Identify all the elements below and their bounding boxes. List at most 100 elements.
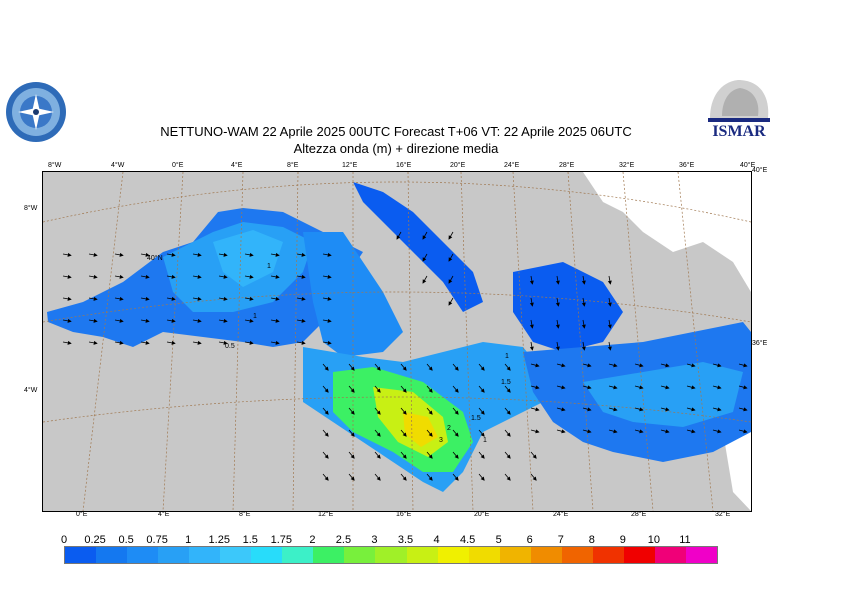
direction-arrowhead	[145, 252, 150, 257]
direction-arrowhead	[145, 274, 150, 279]
bottom-axis-label: 4°E	[158, 511, 170, 518]
direction-arrowhead	[428, 366, 433, 371]
colorbar-label: 6	[526, 534, 533, 546]
direction-arrowhead	[561, 407, 566, 412]
colorbar-swatch	[592, 547, 624, 563]
direction-arrowhead	[454, 366, 459, 371]
direction-arrowhead	[350, 476, 355, 481]
direction-arrowhead	[639, 363, 644, 368]
direction-arrowhead	[350, 432, 355, 437]
direction-arrowhead	[171, 296, 176, 301]
colorbar-label: 10	[647, 534, 661, 546]
colorbar-label: 2.5	[335, 534, 352, 546]
direction-arrowhead	[376, 432, 381, 437]
direction-arrowhead	[639, 407, 644, 412]
direction-arrowhead	[613, 429, 618, 434]
land-highlight	[583, 172, 751, 292]
direction-arrowhead	[529, 346, 534, 351]
top-axis-label: 40°E	[740, 162, 756, 169]
direction-arrowhead	[119, 252, 124, 257]
top-axis-label: 16°E	[396, 162, 412, 169]
colorbar-swatch	[251, 547, 283, 563]
colorbar-label: 0.75	[146, 534, 168, 546]
direction-arrowhead	[717, 429, 722, 434]
direction-arrowhead	[535, 407, 540, 412]
direction-arrowhead	[613, 385, 618, 390]
direction-arrowhead	[454, 432, 459, 437]
graticule	[43, 172, 751, 511]
colorbar-label: 9	[619, 534, 626, 546]
bottom-axis-label: 24°E	[553, 511, 569, 518]
direction-arrowhead	[665, 363, 670, 368]
colorbar-swatch	[654, 547, 686, 563]
contour-label: 1	[483, 437, 487, 444]
top-axis-label: 4°W	[111, 162, 125, 169]
direction-arrowhead	[529, 280, 534, 285]
top-axis-label: 20°E	[450, 162, 466, 169]
direction-arrowhead	[93, 340, 98, 345]
direction-arrowhead	[428, 476, 433, 481]
direction-arrowhead	[607, 346, 612, 351]
direction-arrowhead	[376, 410, 381, 415]
direction-arrowhead	[275, 274, 280, 279]
direction-arrowhead	[171, 318, 176, 323]
direction-arrowhead	[743, 363, 748, 368]
direction-arrowhead	[555, 280, 560, 285]
latitude-label: 40°N	[147, 255, 163, 262]
colorbar-label: 5	[495, 534, 502, 546]
direction-arrowhead	[480, 454, 485, 459]
direction-arrowhead	[402, 366, 407, 371]
direction-arrowhead	[93, 274, 98, 279]
direction-arrowhead	[428, 388, 433, 393]
direction-arrowhead	[561, 363, 566, 368]
direction-arrowhead	[249, 252, 254, 257]
western-basin-high	[213, 230, 283, 287]
direction-arrowhead	[691, 363, 696, 368]
direction-arrowhead	[529, 324, 534, 329]
colorbar-swatch	[158, 547, 190, 563]
top-axis-label: 0°E	[172, 162, 184, 169]
bottom-axis-label: 28°E	[631, 511, 647, 518]
direction-arrowhead	[376, 476, 381, 481]
left-axis-label: 8°W	[24, 205, 38, 212]
direction-arrowhead	[145, 296, 150, 301]
colorbar-label: 4.5	[459, 534, 476, 546]
direction-arrowhead	[480, 388, 485, 393]
direction-arrowhead	[613, 407, 618, 412]
direction-arrowhead	[275, 340, 280, 345]
direction-arrowhead	[665, 429, 670, 434]
colorbar-label: 1.25	[208, 534, 230, 546]
adriatic-sea	[353, 182, 483, 312]
bottom-axis-label: 32°E	[715, 511, 731, 518]
direction-arrowhead	[93, 252, 98, 257]
direction-arrowhead	[532, 454, 537, 459]
right-axis-label: 40°E	[752, 167, 768, 174]
direction-arrowhead	[607, 280, 612, 285]
direction-arrowhead	[587, 407, 592, 412]
direction-arrowhead	[301, 340, 306, 345]
top-axis-label: 24°E	[504, 162, 520, 169]
land-highlight-south	[723, 422, 751, 511]
direction-arrowhead	[402, 454, 407, 459]
direction-arrowhead	[506, 476, 511, 481]
colorbar-label: 8	[588, 534, 595, 546]
colorbar-swatch	[468, 547, 500, 563]
direction-arrowhead	[327, 296, 332, 301]
contour-label: 1	[505, 353, 509, 360]
direction-arrowhead	[324, 454, 329, 459]
direction-arrowhead	[581, 324, 586, 329]
colorbar-label: 11	[679, 534, 691, 546]
direction-arrowhead	[327, 274, 332, 279]
direction-arrowhead	[67, 318, 72, 323]
direction-arrowhead	[67, 274, 72, 279]
direction-arrowhead	[535, 429, 540, 434]
direction-arrowhead	[249, 296, 254, 301]
wave-height-colorbar	[64, 546, 718, 564]
direction-arrowhead	[197, 274, 202, 279]
direction-arrowhead	[607, 324, 612, 329]
left-axis-label: 4°W	[24, 387, 38, 394]
direction-arrowhead	[197, 296, 202, 301]
direction-arrowhead	[119, 340, 124, 345]
direction-arrowhead	[223, 340, 228, 345]
contour-label: 2	[447, 425, 451, 432]
